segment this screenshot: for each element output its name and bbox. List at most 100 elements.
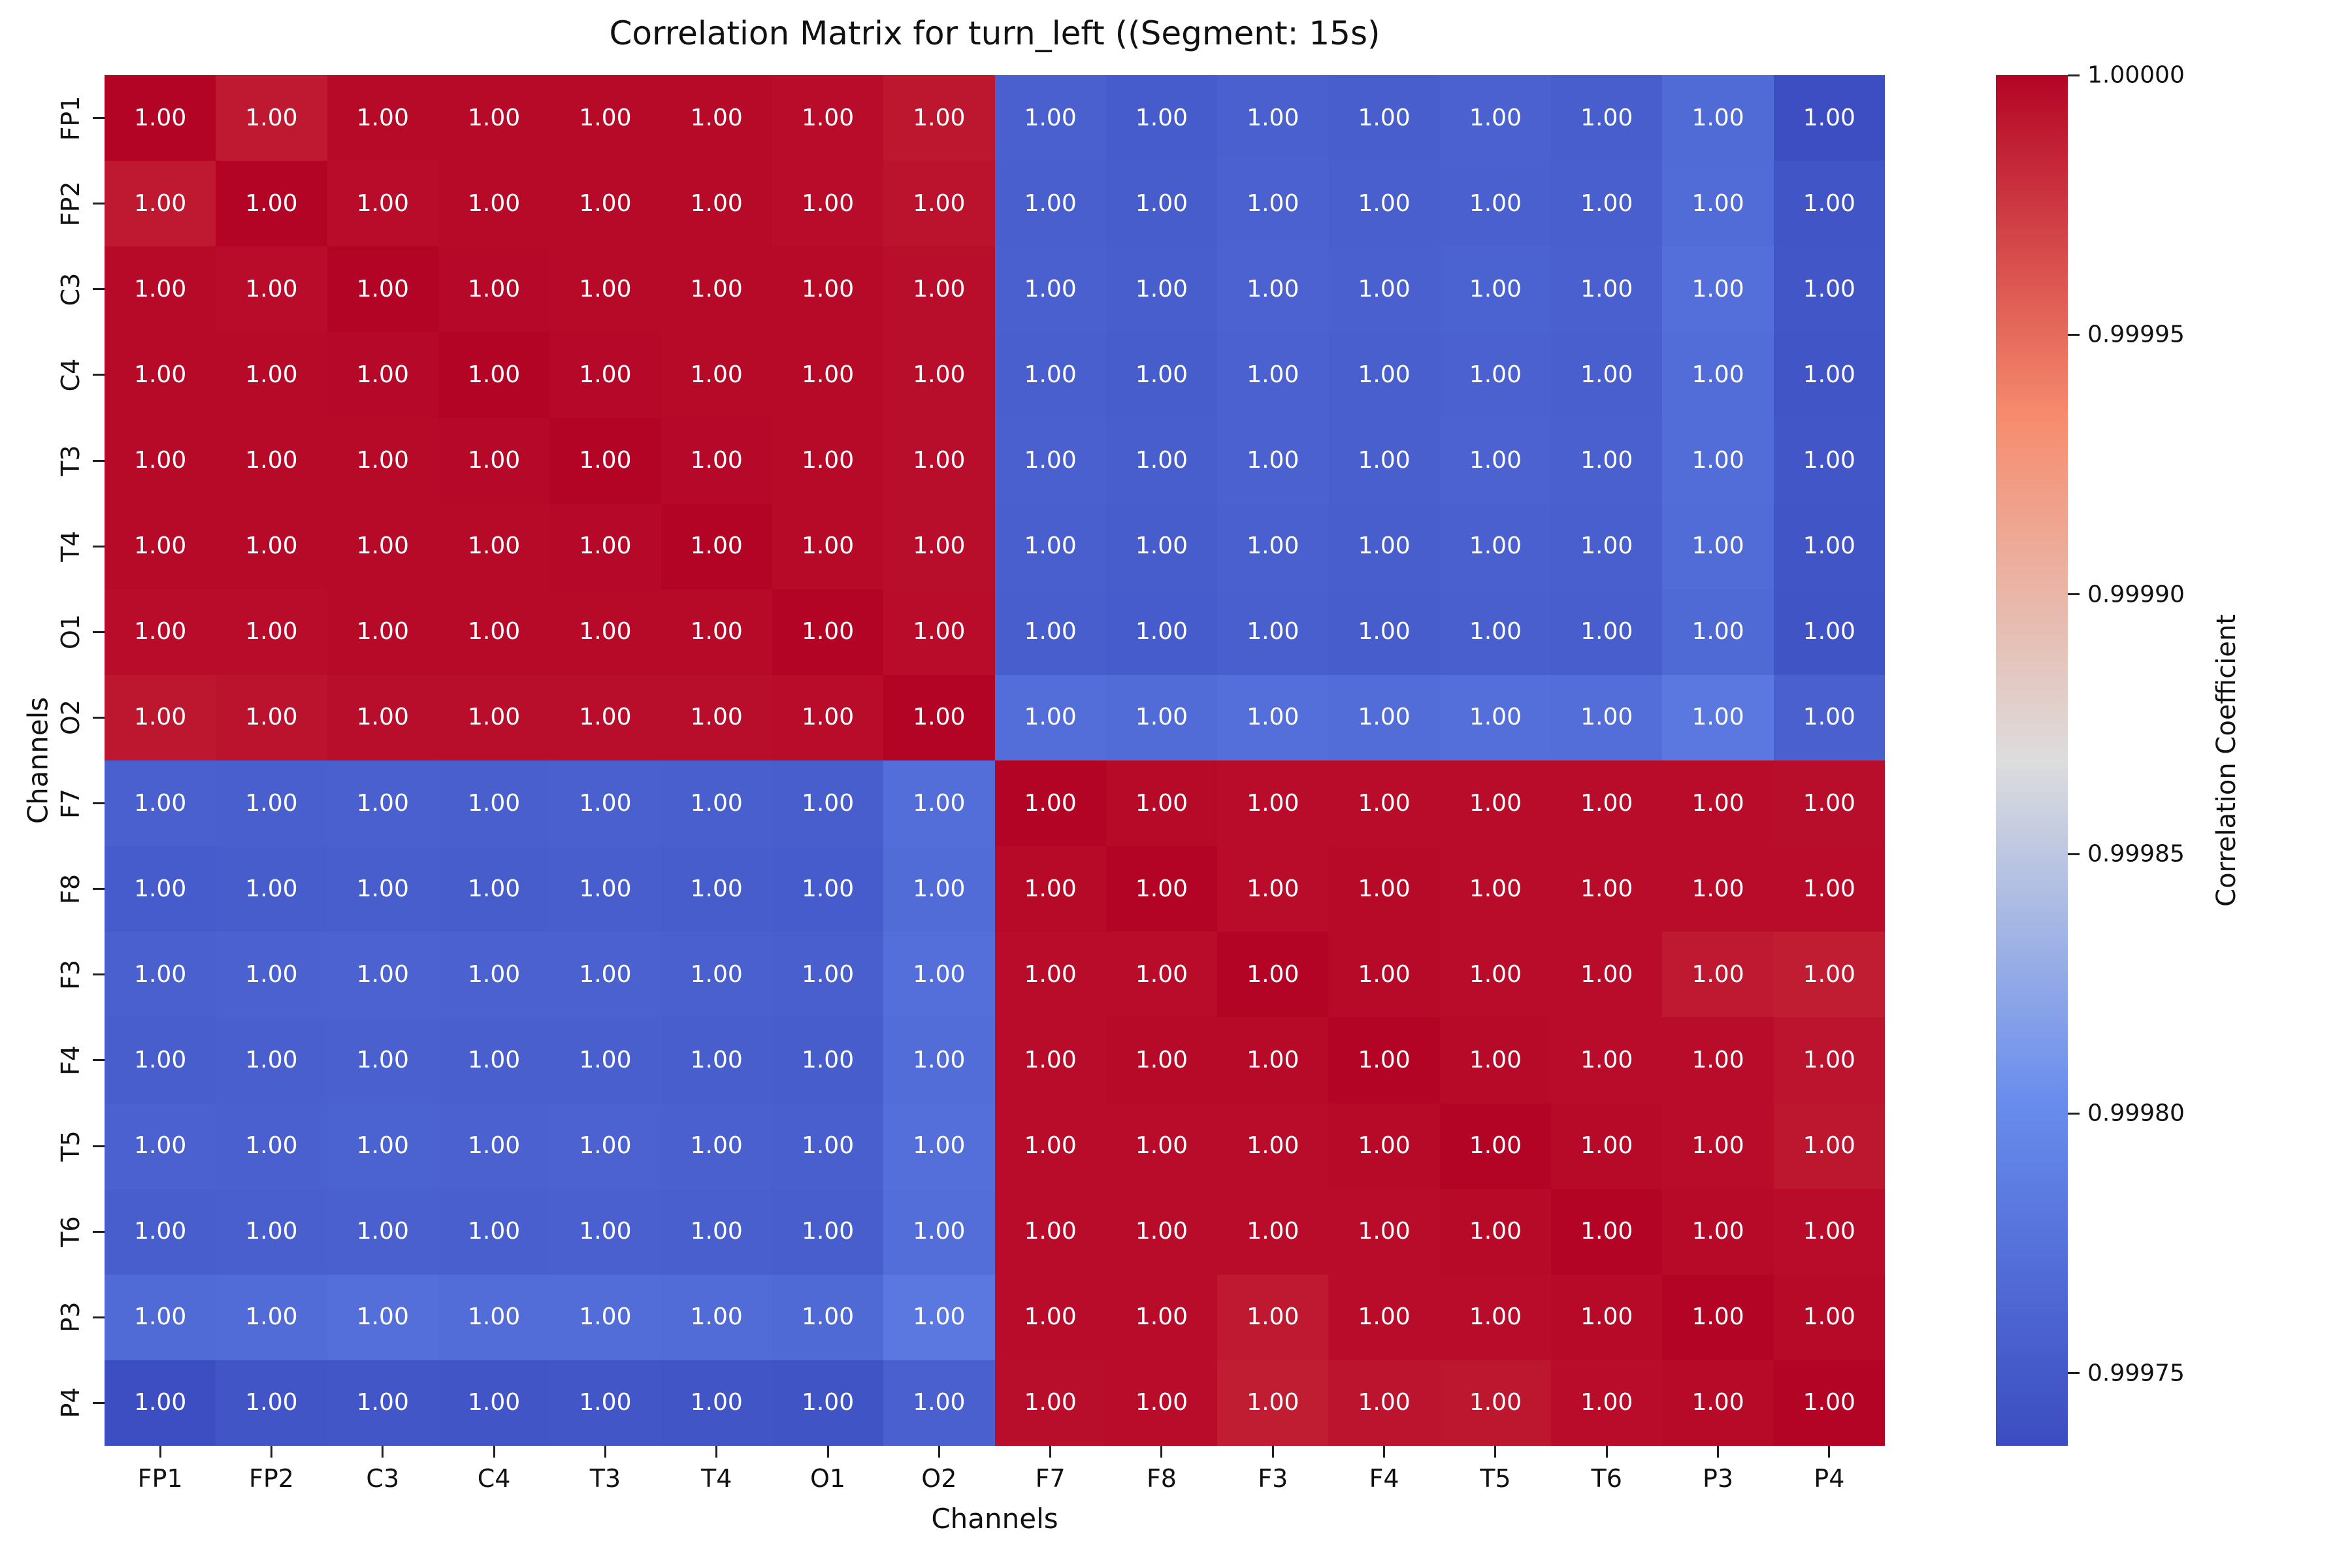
cell-value: 1.00 xyxy=(801,532,855,560)
heatmap-cell: 1.00 xyxy=(661,1188,772,1275)
cell-value: 1.00 xyxy=(579,1389,632,1416)
y-tick-mark xyxy=(93,203,105,205)
heatmap-cell: 1.00 xyxy=(1551,417,1663,504)
heatmap-cell: 1.00 xyxy=(1439,846,1552,932)
heatmap-cell: 1.00 xyxy=(1662,246,1774,333)
heatmap-cell: 1.00 xyxy=(1217,161,1329,247)
cell-value: 1.00 xyxy=(690,789,743,817)
heatmap-cell: 1.00 xyxy=(549,417,661,504)
cell-value: 1.00 xyxy=(579,618,632,645)
cell-value: 1.00 xyxy=(801,789,855,817)
colorbar xyxy=(1996,75,2068,1446)
heatmap-cell: 1.00 xyxy=(1105,1274,1218,1360)
heatmap-cell: 1.00 xyxy=(1328,332,1440,418)
colorbar-tick-mark xyxy=(2068,333,2080,336)
heatmap-cell: 1.00 xyxy=(549,332,661,418)
heatmap-cell: 1.00 xyxy=(994,161,1106,247)
heatmap-cell: 1.00 xyxy=(549,589,661,675)
cell-value: 1.00 xyxy=(1580,1218,1633,1245)
heatmap-cell: 1.00 xyxy=(438,503,550,589)
cell-value: 1.00 xyxy=(1469,1046,1522,1073)
cell-value: 1.00 xyxy=(1024,361,1077,388)
heatmap-cell: 1.00 xyxy=(438,760,550,847)
heatmap-cell: 1.00 xyxy=(772,332,884,418)
cell-value: 1.00 xyxy=(1358,532,1411,560)
heatmap-cell: 1.00 xyxy=(661,75,772,161)
heatmap-cell: 1.00 xyxy=(327,846,438,932)
heatmap-cell: 1.00 xyxy=(327,417,438,504)
heatmap-cell: 1.00 xyxy=(105,417,216,504)
cell-value: 1.00 xyxy=(245,189,298,217)
cell-value: 1.00 xyxy=(468,789,521,817)
cell-value: 1.00 xyxy=(1580,704,1633,731)
heatmap-cell: 1.00 xyxy=(772,589,884,675)
cell-value: 1.00 xyxy=(1247,1303,1299,1331)
x-axis-label: Channels xyxy=(931,1503,1058,1535)
y-tick-mark xyxy=(93,545,105,547)
cell-value: 1.00 xyxy=(1358,1218,1411,1245)
x-tick-label: T4 xyxy=(701,1464,732,1493)
heatmap-cell: 1.00 xyxy=(1773,846,1885,932)
heatmap-cell: 1.00 xyxy=(1662,161,1774,247)
heatmap-cell: 1.00 xyxy=(327,1188,438,1275)
heatmap-cell: 1.00 xyxy=(1217,846,1329,932)
heatmap-cell: 1.00 xyxy=(1773,674,1885,760)
heatmap-cell: 1.00 xyxy=(1217,589,1329,675)
cell-value: 1.00 xyxy=(134,1132,187,1160)
heatmap-cell: 1.00 xyxy=(1662,1103,1774,1189)
cell-value: 1.00 xyxy=(801,1218,855,1245)
cell-value: 1.00 xyxy=(245,361,298,388)
heatmap-cell: 1.00 xyxy=(549,846,661,932)
cell-value: 1.00 xyxy=(134,875,187,902)
heatmap-cell: 1.00 xyxy=(105,503,216,589)
cell-value: 1.00 xyxy=(1247,447,1299,474)
heatmap-cell: 1.00 xyxy=(105,1103,216,1189)
heatmap-cell: 1.00 xyxy=(327,932,438,1018)
cell-value: 1.00 xyxy=(1469,189,1522,217)
cell-value: 1.00 xyxy=(1580,1046,1633,1073)
heatmap-cell: 1.00 xyxy=(772,1274,884,1360)
cell-value: 1.00 xyxy=(1469,104,1522,131)
heatmap-cell: 1.00 xyxy=(216,417,327,504)
cell-value: 1.00 xyxy=(134,532,187,560)
cell-value: 1.00 xyxy=(134,104,187,131)
cell-value: 1.00 xyxy=(1580,447,1633,474)
heatmap-cell: 1.00 xyxy=(661,417,772,504)
cell-value: 1.00 xyxy=(1469,1303,1522,1331)
y-tick-mark xyxy=(93,888,105,890)
cell-value: 1.00 xyxy=(356,189,409,217)
cell-value: 1.00 xyxy=(1358,189,1411,217)
heatmap-cell: 1.00 xyxy=(105,161,216,247)
cell-value: 1.00 xyxy=(468,104,521,131)
heatmap-cell: 1.00 xyxy=(1551,932,1663,1018)
cell-value: 1.00 xyxy=(1024,1389,1077,1416)
heatmap-cell: 1.00 xyxy=(438,1017,550,1103)
cell-value: 1.00 xyxy=(1358,789,1411,817)
heatmap-cell: 1.00 xyxy=(1773,760,1885,847)
heatmap-cell: 1.00 xyxy=(327,760,438,847)
heatmap-cell: 1.00 xyxy=(883,417,995,504)
cell-value: 1.00 xyxy=(1358,704,1411,731)
heatmap-cell: 1.00 xyxy=(1217,1360,1329,1446)
heatmap-cell: 1.00 xyxy=(994,75,1106,161)
heatmap-cell: 1.00 xyxy=(1662,1188,1774,1275)
heatmap-plot: 1.00 1.00 1.00 1.00 1.00 1.00 1.00 1.00 1.00 1.00… xyxy=(105,75,1885,1446)
cell-value: 1.00 xyxy=(1580,104,1633,131)
cell-value: 1.00 xyxy=(1135,704,1188,731)
cell-value: 1.00 xyxy=(913,618,966,645)
cell-value: 1.00 xyxy=(579,104,632,131)
heatmap-cell: 1.00 xyxy=(994,1188,1106,1275)
cell-value: 1.00 xyxy=(1358,1389,1411,1416)
y-tick-label: FP1 xyxy=(56,95,85,141)
cell-value: 1.00 xyxy=(356,104,409,131)
cell-value: 1.00 xyxy=(1024,1132,1077,1160)
cell-value: 1.00 xyxy=(1469,875,1522,902)
cell-value: 1.00 xyxy=(690,189,743,217)
cell-value: 1.00 xyxy=(245,1218,298,1245)
cell-value: 1.00 xyxy=(1803,875,1855,902)
heatmap-cell: 1.00 xyxy=(1105,1103,1218,1189)
cell-value: 1.00 xyxy=(1580,618,1633,645)
cell-value: 1.00 xyxy=(468,704,521,731)
x-tick-label: F4 xyxy=(1369,1464,1399,1493)
heatmap-cell: 1.00 xyxy=(327,503,438,589)
